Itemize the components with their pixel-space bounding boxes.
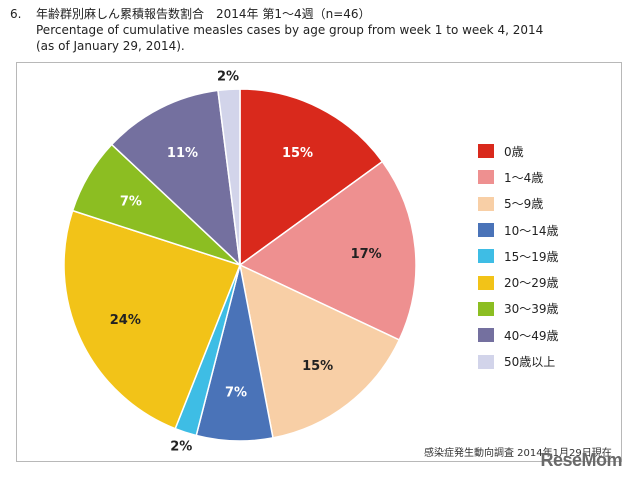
slice-label-4: 7% [225,386,247,401]
chart-frame [16,62,622,462]
slice-label-5: 2% [170,440,192,455]
legend: 0歳 1～4歳 5～9歳 10～14歳 15～19歳 20～29歳 30～39歳 40～49歳… [478,138,559,375]
legend-item-8: 40～49歳 [478,322,559,348]
slice-label-2: 17% [351,247,382,262]
slice-label-3: 15% [302,359,333,374]
pie-slice-9 [217,88,241,266]
chart-header: 6. 年齢群別麻しん累積報告数割合 2014年 第1～4週（n=46） Perce… [10,6,543,54]
slice-label-7: 7% [120,194,142,209]
title-jp-line: 6. 年齢群別麻しん累積報告数割合 2014年 第1～4週（n=46） [10,6,543,22]
slice-label-1: 15% [282,146,313,161]
legend-swatch [478,196,494,211]
pie-slice-6 [63,209,241,430]
legend-label: 0歳 [504,144,524,159]
pie-slice-2 [238,160,417,341]
date-note: (as of January 29, 2014). [36,39,185,53]
legend-item-2: 1～4歳 [478,164,559,190]
legend-swatch [478,249,494,264]
legend-swatch [478,354,494,369]
pie-slice-1 [239,88,384,267]
legend-swatch [478,275,494,290]
legend-label: 50歳以上 [504,355,556,370]
slice-label-6: 24% [110,313,141,328]
legend-label: 20～29歳 [504,276,559,291]
figure-number: 6. [10,7,22,21]
title-en: Percentage of cumulative measles cases b… [36,23,544,37]
legend-swatch [478,144,494,159]
legend-label: 10～14歳 [504,223,559,238]
legend-label: 1～4歳 [504,170,544,185]
legend-label: 15～19歳 [504,249,559,264]
slice-label-9: 2% [217,69,239,84]
legend-label: 30～39歳 [504,302,559,317]
legend-item-4: 10～14歳 [478,217,559,243]
legend-item-5: 15～19歳 [478,243,559,269]
source-note: 感染症発生動向調査 2014年1月29日現在 [424,448,612,459]
pie-slice-8 [110,89,242,267]
title-jp: 年齢群別麻しん累積報告数割合 2014年 第1～4週（n=46） [36,7,371,21]
legend-item-9: 50歳以上 [478,348,559,374]
legend-label: 5～9歳 [504,197,544,212]
legend-item-3: 5～9歳 [478,191,559,217]
legend-swatch [478,301,494,316]
legend-swatch [478,328,494,343]
slice-label-8: 11% [167,146,198,161]
legend-label: 40～49歳 [504,328,559,343]
legend-item-6: 20～29歳 [478,269,559,295]
resemom-logo: ReseMom [540,450,622,470]
pie-slice-3 [238,263,401,439]
legend-swatch [478,223,494,238]
legend-item-1: 0歳 [478,138,559,164]
legend-item-7: 30～39歳 [478,296,559,322]
legend-swatch [478,170,494,185]
